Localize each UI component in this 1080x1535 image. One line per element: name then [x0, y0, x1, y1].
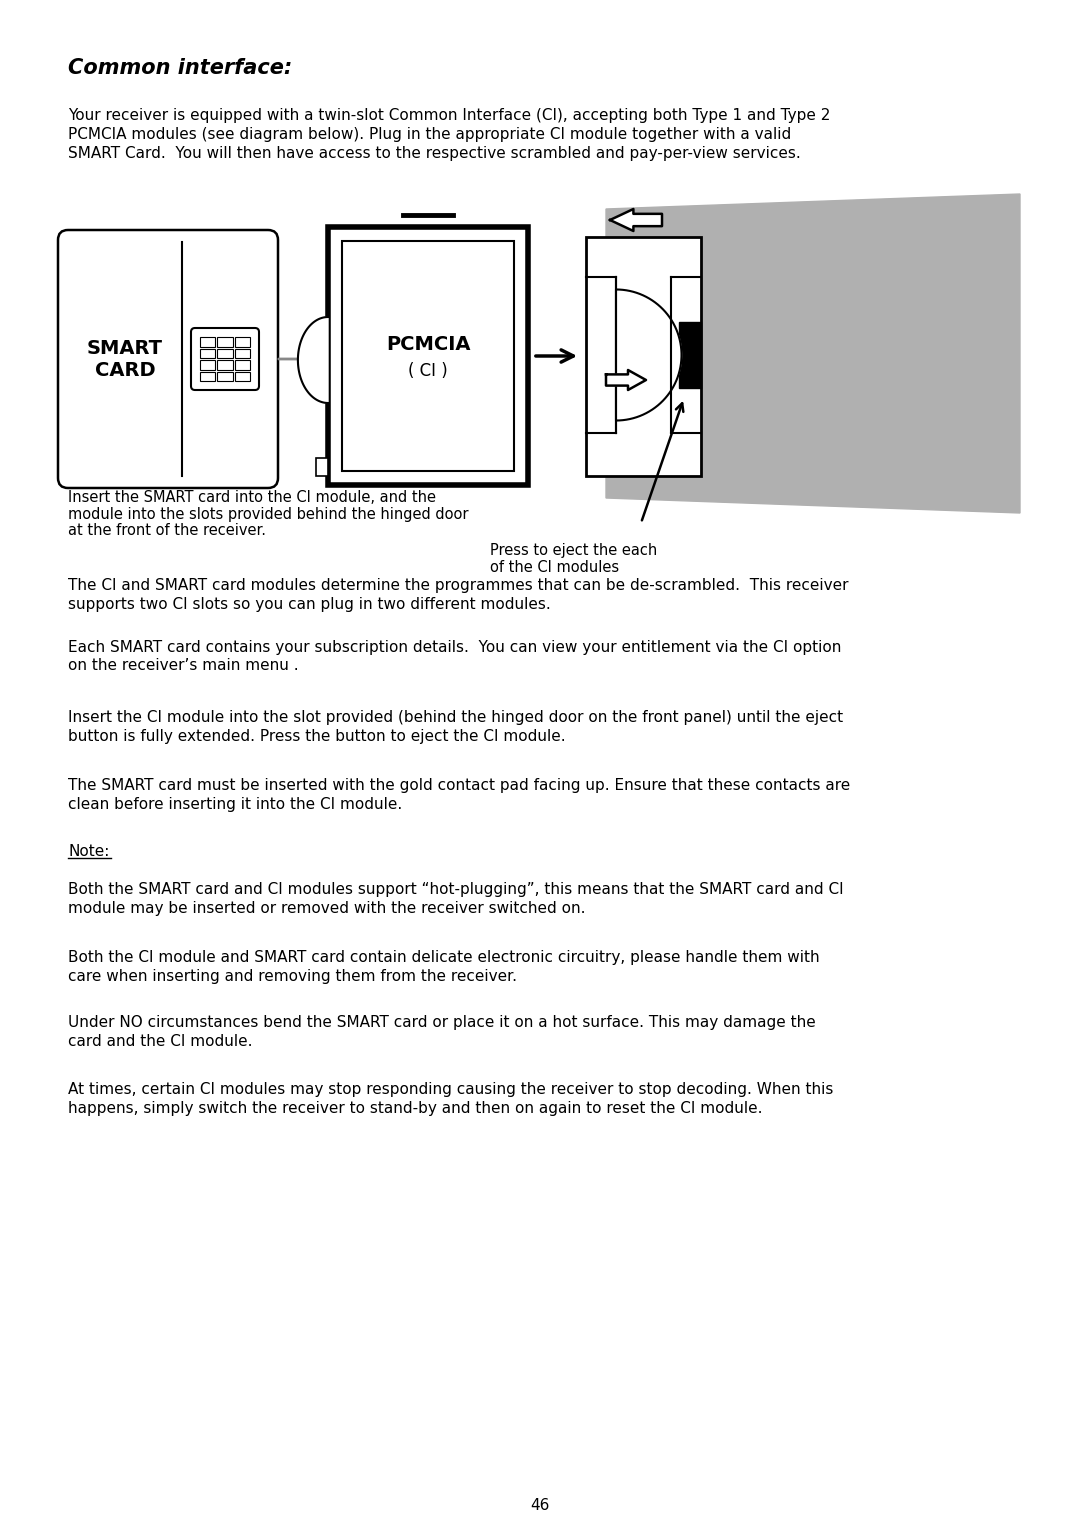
- Text: Under NO circumstances bend the SMART card or place it on a hot surface. This ma: Under NO circumstances bend the SMART ca…: [68, 1015, 815, 1030]
- Bar: [217, 371, 232, 381]
- Bar: [200, 361, 215, 370]
- Text: Both the SMART card and CI modules support “hot-plugging”, this means that the S: Both the SMART card and CI modules suppo…: [68, 883, 843, 896]
- Bar: [217, 348, 232, 358]
- Bar: [234, 371, 249, 381]
- Text: At times, certain CI modules may stop responding causing the receiver to stop de: At times, certain CI modules may stop re…: [68, 1082, 834, 1098]
- FancyBboxPatch shape: [58, 230, 278, 488]
- Text: The CI and SMART card modules determine the programmes that can be de-scrambled.: The CI and SMART card modules determine …: [68, 579, 849, 593]
- FancyArrowPatch shape: [279, 353, 318, 365]
- Text: The SMART card must be inserted with the gold contact pad facing up. Ensure that: The SMART card must be inserted with the…: [68, 778, 850, 794]
- Polygon shape: [298, 318, 328, 404]
- Text: care when inserting and removing them from the receiver.: care when inserting and removing them fr…: [68, 969, 517, 984]
- FancyBboxPatch shape: [191, 328, 259, 390]
- Text: Common interface:: Common interface:: [68, 58, 293, 78]
- Bar: [200, 348, 215, 358]
- Text: supports two CI slots so you can plug in two different modules.: supports two CI slots so you can plug in…: [68, 597, 551, 611]
- Text: ( CI ): ( CI ): [408, 362, 448, 381]
- Bar: [328, 227, 528, 485]
- Text: card and the CI module.: card and the CI module.: [68, 1033, 253, 1048]
- Text: CARD: CARD: [95, 362, 156, 381]
- Bar: [679, 322, 701, 388]
- Text: Your receiver is equipped with a twin-slot Common Interface (CI), accepting both: Your receiver is equipped with a twin-sl…: [68, 107, 831, 123]
- Bar: [234, 348, 249, 358]
- Text: Each SMART card contains your subscription details.  You can view your entitleme: Each SMART card contains your subscripti…: [68, 640, 841, 655]
- Text: 46: 46: [530, 1498, 550, 1514]
- Text: of the CI modules: of the CI modules: [490, 559, 619, 574]
- Text: SMART Card.  You will then have access to the respective scrambled and pay-per-v: SMART Card. You will then have access to…: [68, 146, 800, 161]
- Text: button is fully extended. Press the button to eject the CI module.: button is fully extended. Press the butt…: [68, 729, 566, 743]
- Polygon shape: [610, 209, 662, 230]
- Text: at the front of the receiver.: at the front of the receiver.: [68, 523, 266, 537]
- Text: happens, simply switch the receiver to stand-by and then on again to reset the C: happens, simply switch the receiver to s…: [68, 1101, 762, 1116]
- Bar: [316, 457, 328, 476]
- Bar: [217, 361, 232, 370]
- Text: module may be inserted or removed with the receiver switched on.: module may be inserted or removed with t…: [68, 901, 585, 915]
- Text: SMART: SMART: [87, 339, 163, 359]
- FancyArrowPatch shape: [536, 350, 573, 362]
- Text: PCMCIA modules (see diagram below). Plug in the appropriate CI module together w: PCMCIA modules (see diagram below). Plug…: [68, 127, 792, 143]
- Text: Press to eject the each: Press to eject the each: [490, 543, 658, 559]
- Bar: [234, 361, 249, 370]
- Bar: [217, 338, 232, 347]
- Text: Note:: Note:: [68, 844, 109, 860]
- Polygon shape: [616, 276, 681, 433]
- Bar: [586, 236, 701, 476]
- Text: clean before inserting it into the CI module.: clean before inserting it into the CI mo…: [68, 797, 402, 812]
- Polygon shape: [606, 193, 1020, 513]
- Bar: [200, 371, 215, 381]
- Text: on the receiver’s main menu .: on the receiver’s main menu .: [68, 659, 299, 674]
- Text: module into the slots provided behind the hinged door: module into the slots provided behind th…: [68, 507, 469, 522]
- Text: Both the CI module and SMART card contain delicate electronic circuitry, please : Both the CI module and SMART card contai…: [68, 950, 820, 966]
- Polygon shape: [606, 370, 646, 390]
- Bar: [342, 241, 514, 471]
- Bar: [234, 338, 249, 347]
- Bar: [200, 338, 215, 347]
- Text: Insert the CI module into the slot provided (behind the hinged door on the front: Insert the CI module into the slot provi…: [68, 711, 843, 725]
- Text: PCMCIA: PCMCIA: [386, 335, 470, 353]
- Text: Insert the SMART card into the CI module, and the: Insert the SMART card into the CI module…: [68, 490, 436, 505]
